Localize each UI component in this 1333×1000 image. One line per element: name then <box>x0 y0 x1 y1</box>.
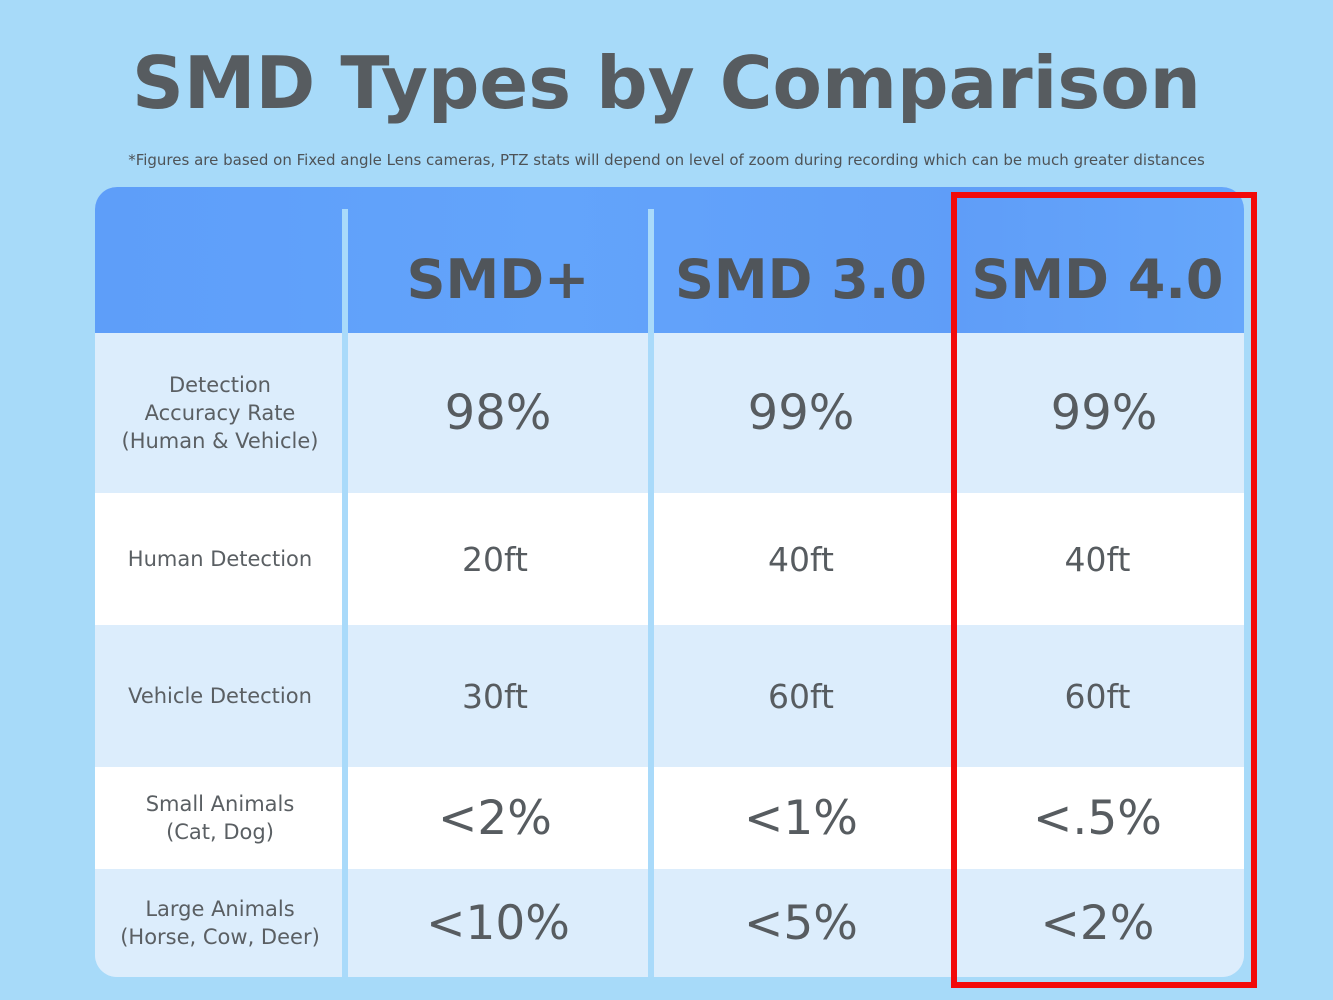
table-row: Human Detection 20ft 40ft 40ft <box>95 493 1244 625</box>
column-header-smd-plus: SMD+ <box>406 248 590 311</box>
cell-value: 99% <box>747 385 855 441</box>
row-label-small-animals: Small Animals (Cat, Dog) <box>145 792 295 844</box>
cell-value: <5% <box>744 895 858 951</box>
cell-value: 40ft <box>1064 539 1131 579</box>
table-row: Small Animals (Cat, Dog) <2% <1% <.5% <box>95 767 1244 869</box>
row-label-detection-accuracy: Detection Accuracy Rate (Human & Vehicle… <box>121 373 319 453</box>
row-label-vehicle-detection: Vehicle Detection <box>128 684 312 708</box>
row-label-large-animals: Large Animals (Horse, Cow, Deer) <box>120 897 320 949</box>
cell-value: <.5% <box>1033 790 1162 846</box>
table-header: SMD+ SMD 3.0 SMD 4.0 <box>95 187 1244 333</box>
cell-value: 40ft <box>768 539 834 579</box>
page-title: SMD Types by Comparison <box>132 41 1201 125</box>
column-header-smd-3: SMD 3.0 <box>675 248 927 311</box>
cell-value: 60ft <box>768 676 834 716</box>
footnote: *Figures are based on Fixed angle Lens c… <box>128 151 1205 169</box>
cell-value: 60ft <box>1064 676 1131 716</box>
cell-value: 98% <box>444 385 552 441</box>
table-row: Vehicle Detection 30ft 60ft 60ft <box>95 625 1244 767</box>
row-label-human-detection: Human Detection <box>127 547 313 571</box>
column-divider <box>342 209 348 977</box>
cell-value: <2% <box>1040 895 1155 951</box>
cell-value: 99% <box>1050 385 1158 441</box>
comparison-table: SMD+ SMD 3.0 SMD 4.0 Detection Accuracy … <box>95 187 1244 977</box>
cell-value: <1% <box>744 790 858 846</box>
cell-value: 30ft <box>462 676 528 716</box>
cell-value: <10% <box>426 895 570 951</box>
cell-value: <2% <box>438 790 552 846</box>
table-row: Large Animals (Horse, Cow, Deer) <10% <5… <box>95 869 1244 977</box>
table-row: Detection Accuracy Rate (Human & Vehicle… <box>95 333 1244 493</box>
column-header-smd-4: SMD 4.0 <box>971 248 1224 311</box>
column-divider <box>648 209 654 977</box>
cell-value: 20ft <box>462 539 528 579</box>
